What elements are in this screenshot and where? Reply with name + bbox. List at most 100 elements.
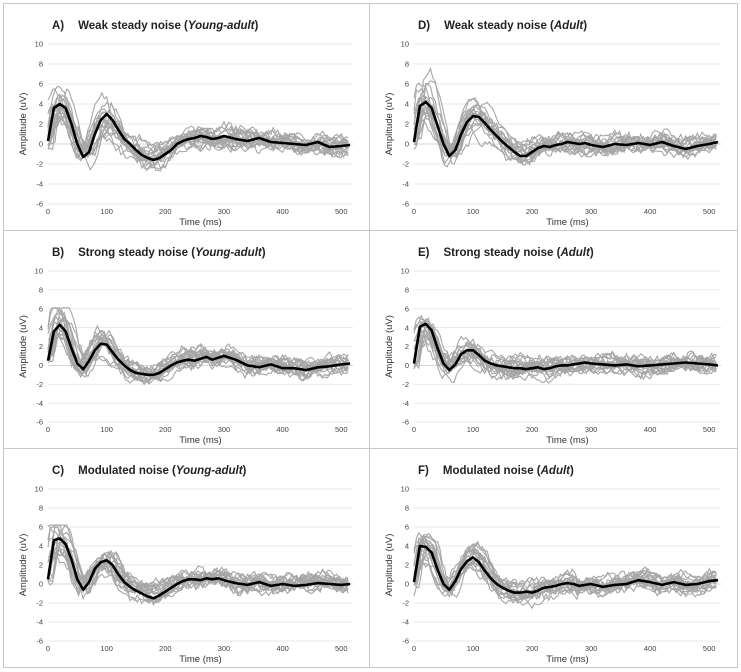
y-tick-label: 8 <box>39 504 43 513</box>
y-tick-label: -2 <box>36 380 43 389</box>
title-close: ) <box>255 20 259 32</box>
y-tick-label: -2 <box>402 160 409 169</box>
panel-label: D) <box>418 20 430 32</box>
y-tick-label: 0 <box>39 580 43 589</box>
average-trace <box>412 322 719 372</box>
individual-trace <box>47 93 349 170</box>
y-tick-label: 0 <box>39 361 43 370</box>
individual-trace <box>47 525 349 604</box>
x-tick-label: 500 <box>335 207 348 216</box>
individual-trace <box>413 321 717 371</box>
x-tick-label: 100 <box>100 425 113 434</box>
panel-b: B) Strong steady noise (Young-adult) -6 -4 -… <box>3 230 370 449</box>
chart-title: F) Modulated noise (Adult) <box>418 465 574 477</box>
title-condition: Strong steady noise ( <box>444 247 561 259</box>
individual-trace <box>413 113 717 157</box>
x-tick-label: 300 <box>218 644 231 653</box>
y-tick-label: 4 <box>39 100 43 109</box>
y-tick-label: 4 <box>405 100 409 109</box>
title-close: ) <box>243 465 247 477</box>
individual-trace <box>47 333 349 380</box>
y-tick-label: 6 <box>39 304 43 313</box>
panel-label: A) <box>52 20 64 32</box>
panel-e: E) Strong steady noise (Adult) -6 -4 -2 0 2 4 6 8… <box>369 230 738 449</box>
x-tick-label: 100 <box>100 207 113 216</box>
chart-svg: A) Weak steady noise (Young-adult) -6 -4 -2 0… <box>18 20 353 228</box>
x-tick-label: 400 <box>644 425 657 434</box>
y-tick-label: 10 <box>401 40 409 49</box>
y-tick-label: -6 <box>36 418 43 427</box>
y-tick-label: -6 <box>402 418 409 427</box>
individual-trace <box>413 94 717 152</box>
y-tick-label: 2 <box>39 120 43 129</box>
average-trace <box>46 323 351 377</box>
x-tick-label: 400 <box>276 207 289 216</box>
chart-title: B) Strong steady noise (Young-adult) <box>52 247 266 259</box>
y-tick-label: 8 <box>405 504 409 513</box>
y-tick-label: 0 <box>405 361 409 370</box>
x-tick-label: 200 <box>159 207 172 216</box>
y-tick-label: -6 <box>402 637 409 646</box>
x-tick-label: 500 <box>335 644 348 653</box>
y-axis-label: Amplitude (uV) <box>384 93 395 156</box>
y-tick-label: 4 <box>405 323 409 332</box>
x-tick-label: 400 <box>644 207 657 216</box>
title-group: Young-adult <box>176 465 244 477</box>
x-axis-label: Time (ms) <box>179 654 221 665</box>
y-tick-label: 8 <box>39 286 43 295</box>
title-group: Young-adult <box>195 247 263 259</box>
average-trace <box>46 102 351 162</box>
x-tick-label: 300 <box>218 207 231 216</box>
y-axis-label: Amplitude (uV) <box>384 534 395 597</box>
y-tick-label: -4 <box>402 618 409 627</box>
y-tick-label: -2 <box>36 160 43 169</box>
chart-title: D) Weak steady noise (Adult) <box>418 20 587 32</box>
x-tick-label: 500 <box>335 425 348 434</box>
x-tick-label: 300 <box>585 207 598 216</box>
title-close: ) <box>570 465 574 477</box>
title-close: ) <box>262 247 266 259</box>
x-tick-label: 100 <box>467 207 480 216</box>
y-tick-label: -2 <box>36 599 43 608</box>
chart-svg: B) Strong steady noise (Young-adult) -6 -4 -… <box>18 247 353 446</box>
y-axis-label: Amplitude (uV) <box>18 534 29 597</box>
title-group: Adult <box>559 247 591 259</box>
y-tick-label: -2 <box>402 599 409 608</box>
title-condition: Weak steady noise ( <box>444 20 554 32</box>
x-tick-label: 400 <box>276 425 289 434</box>
y-tick-label: -6 <box>402 200 409 209</box>
individual-trace <box>413 104 717 161</box>
y-axis-label: Amplitude (uV) <box>18 315 29 378</box>
x-tick-label: 400 <box>644 644 657 653</box>
chart-title: A) Weak steady noise (Young-adult) <box>52 20 259 32</box>
panel-label: C) <box>52 465 64 477</box>
title-condition: Modulated noise ( <box>78 465 176 477</box>
y-tick-label: 10 <box>35 267 43 276</box>
y-tick-label: 10 <box>35 40 43 49</box>
individual-trace <box>47 524 349 602</box>
panel-d: D) Weak steady noise (Adult) -6 -4 -2 0 2 4 6 8 10… <box>369 3 738 231</box>
y-tick-label: 6 <box>39 523 43 532</box>
y-tick-label: 6 <box>405 80 409 89</box>
individual-trace <box>413 331 717 373</box>
y-tick-label: 6 <box>405 304 409 313</box>
x-tick-label: 200 <box>526 425 539 434</box>
x-tick-label: 300 <box>585 425 598 434</box>
y-tick-label: -4 <box>402 399 409 408</box>
y-tick-label: -2 <box>402 380 409 389</box>
x-axis-label: Time (ms) <box>179 435 221 446</box>
average-trace <box>46 537 351 600</box>
x-tick-label: 500 <box>703 425 716 434</box>
y-tick-label: 2 <box>405 120 409 129</box>
y-tick-label: 6 <box>405 523 409 532</box>
x-tick-label: 100 <box>100 644 113 653</box>
y-tick-label: 8 <box>405 60 409 69</box>
y-tick-label: 8 <box>39 60 43 69</box>
y-tick-label: -4 <box>36 180 43 189</box>
y-tick-label: -4 <box>36 399 43 408</box>
y-tick-label: 6 <box>39 80 43 89</box>
average-trace <box>412 544 719 594</box>
x-tick-label: 400 <box>276 644 289 653</box>
individual-trace <box>413 329 717 380</box>
